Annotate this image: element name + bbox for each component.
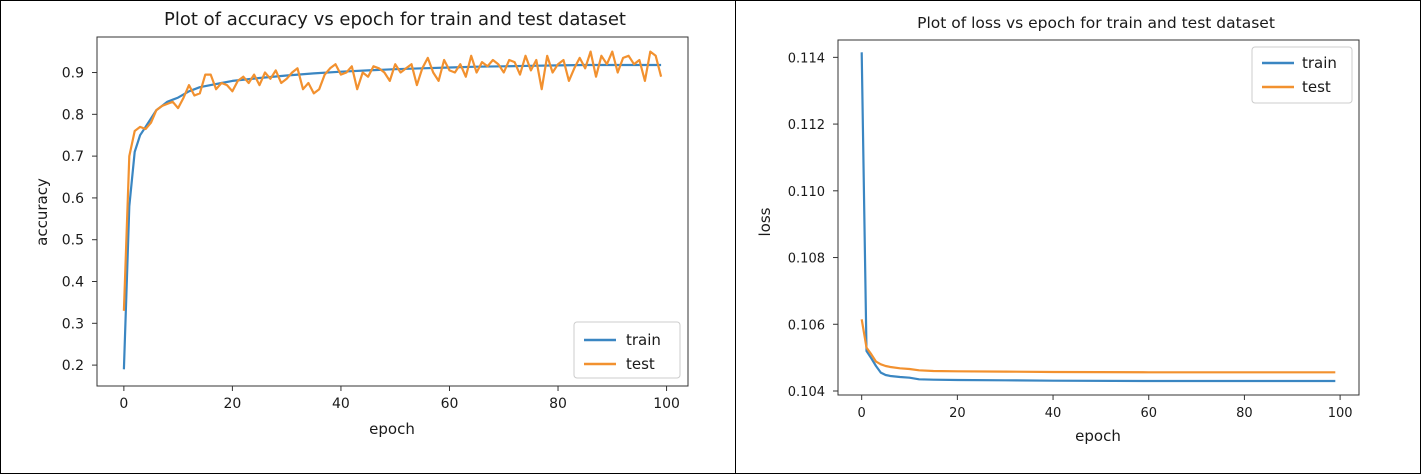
loss-legend: train test [1251, 46, 1353, 104]
accuracy-y-tick-label: 0.3 [62, 316, 84, 332]
accuracy-x-tick-label: 80 [549, 396, 567, 412]
accuracy-x-tick-label: 60 [441, 396, 459, 412]
loss-y-tick-label: 0.110 [788, 185, 825, 200]
accuracy-y-axis-label: accuracy [33, 178, 51, 246]
loss-x-axis-label: epoch [1075, 427, 1121, 445]
panel-divider [735, 0, 736, 474]
loss-x-tick-label: 100 [1328, 406, 1353, 421]
loss-x-tick-label: 80 [1236, 406, 1253, 421]
loss-x-tick-label: 60 [1140, 406, 1157, 421]
accuracy-series-test-line [122, 50, 663, 311]
loss-y-tick-label: 0.106 [788, 318, 825, 333]
loss-legend-test-label: test [1302, 78, 1331, 96]
loss-y-axis-label: loss [756, 207, 774, 236]
accuracy-y-tick-label: 0.9 [62, 66, 84, 82]
accuracy-chart: Plot of accuracy vs epoch for train and … [33, 9, 689, 438]
loss-y-tick-label: 0.104 [788, 385, 825, 400]
loss-y-tick-label: 0.108 [788, 252, 825, 267]
loss-series-train-line [860, 52, 1336, 383]
accuracy-legend-train-label: train [626, 331, 661, 349]
accuracy-x-tick-label: 100 [653, 396, 680, 412]
accuracy-y-tick-label: 0.2 [62, 358, 84, 374]
loss-x-tick-label: 20 [949, 406, 966, 421]
loss-legend-train-label: train [1302, 54, 1337, 72]
accuracy-y-tick-label: 0.4 [62, 275, 84, 291]
accuracy-y-tick-label: 0.6 [62, 191, 84, 207]
loss-x-tick-label: 0 [858, 406, 866, 421]
accuracy-y-tick-label: 0.5 [62, 233, 84, 249]
accuracy-legend: train test [573, 321, 681, 379]
accuracy-chart-title: Plot of accuracy vs epoch for train and … [164, 9, 626, 30]
loss-x-tick-label: 40 [1045, 406, 1062, 421]
loss-series-test-line [860, 319, 1336, 374]
loss-y-tick-label: 0.112 [788, 118, 825, 133]
accuracy-y-tick-label: 0.7 [62, 149, 84, 165]
loss-chart-title: Plot of loss vs epoch for train and test… [917, 14, 1275, 32]
accuracy-x-tick-label: 20 [223, 396, 241, 412]
loss-legend-box [1251, 46, 1353, 104]
accuracy-x-axis-label: epoch [369, 420, 415, 438]
loss-y-tick-label: 0.114 [788, 51, 825, 66]
accuracy-x-tick-label: 0 [119, 396, 128, 412]
accuracy-y-tick-label: 0.8 [62, 107, 84, 123]
accuracy-x-tick-label: 40 [332, 396, 350, 412]
accuracy-legend-test-label: test [626, 355, 655, 373]
